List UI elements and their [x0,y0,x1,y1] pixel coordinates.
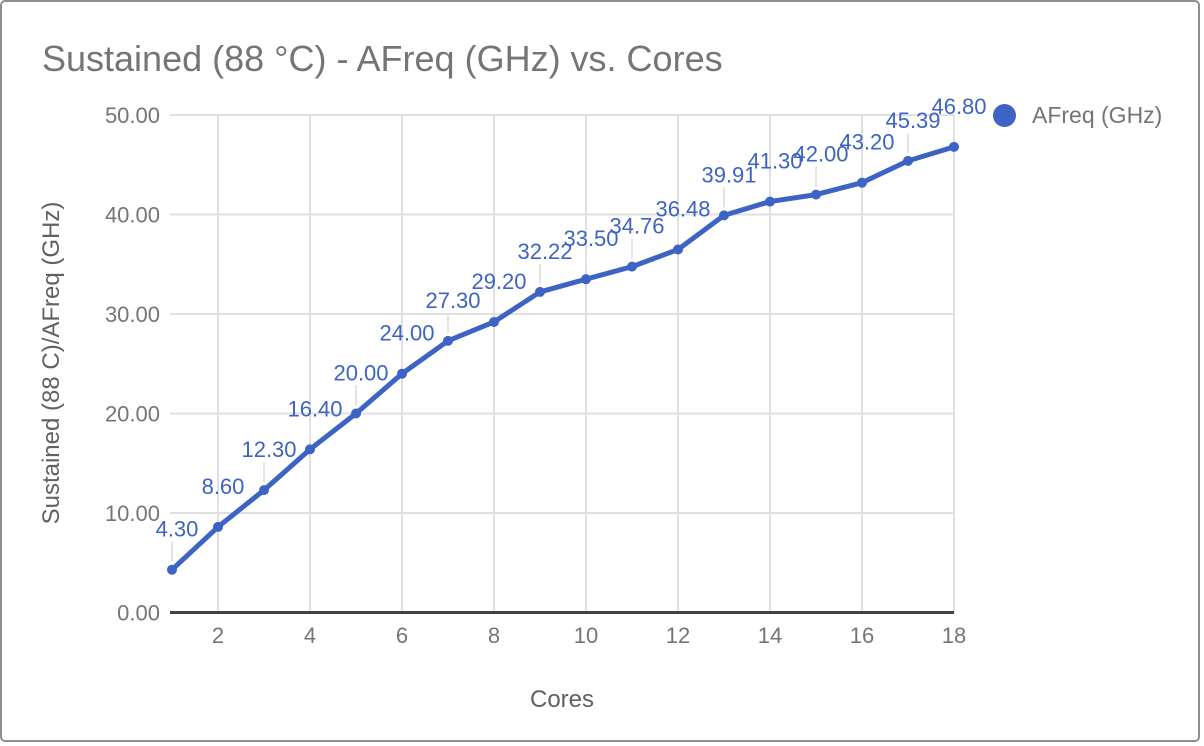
data-point[interactable] [213,521,223,532]
data-point[interactable] [765,196,775,207]
data-point[interactable] [305,444,315,455]
series-line[interactable] [169,144,957,573]
y-tick-label: 10.00 [105,501,160,526]
y-tick-label: 30.00 [105,302,160,327]
data-point[interactable] [259,485,269,496]
data-label: 43.20 [839,130,894,155]
x-axis-title: Cores [529,686,595,713]
x-tick-label: 10 [574,623,598,648]
data-label: 33.50 [563,226,618,251]
data-label: 36.48 [655,197,710,222]
data-point[interactable] [581,274,591,285]
data-label: 16.40 [287,396,342,421]
data-point[interactable] [397,368,407,379]
x-tick-label: 8 [488,623,500,648]
data-label: 32.22 [517,239,572,264]
y-tick-label: 40.00 [105,203,160,228]
x-tick-label: 4 [304,623,316,648]
data-label: 41.30 [747,149,802,174]
data-point[interactable] [811,189,821,200]
data-point[interactable] [443,335,453,346]
y-tick-label: 0.00 [117,601,160,626]
data-label: 27.30 [425,288,480,313]
x-tick-label: 14 [758,623,782,648]
data-label: 46.80 [931,94,986,119]
data-label: 45.39 [885,108,940,133]
data-label: 34.76 [609,214,664,239]
data-point[interactable] [167,564,177,575]
data-point[interactable] [489,316,499,327]
data-point[interactable] [719,210,729,221]
data-point[interactable] [673,244,683,255]
x-tick-label: 6 [396,623,408,648]
x-tick-label: 18 [942,623,966,648]
y-tick-label: 50.00 [105,103,160,128]
data-point[interactable] [627,261,637,272]
data-point[interactable] [903,155,913,166]
legend[interactable]: AFreq (GHz) [993,102,1162,128]
legend-series-label: AFreq (GHz) [1032,101,1163,128]
data-point[interactable] [351,408,361,419]
data-label: 24.00 [379,321,434,346]
y-tick-label: 20.00 [105,402,160,427]
x-tick-label: 12 [666,623,690,648]
data-label: 8.60 [202,474,245,499]
data-label: 20.00 [333,361,388,386]
legend-marker-icon [993,103,1016,127]
data-label: 4.30 [156,517,199,542]
data-point[interactable] [949,141,959,152]
data-label: 39.91 [701,162,756,187]
x-tick-label: 2 [212,623,224,648]
data-label: 12.30 [241,437,296,462]
x-tick-label: 16 [850,623,874,648]
data-label: 29.20 [471,269,526,294]
data-label: 42.00 [793,142,848,167]
data-point[interactable] [535,286,545,297]
chart-title: Sustained (88 °C) - AFreq (GHz) vs. Core… [42,38,723,79]
data-point[interactable] [857,177,867,188]
